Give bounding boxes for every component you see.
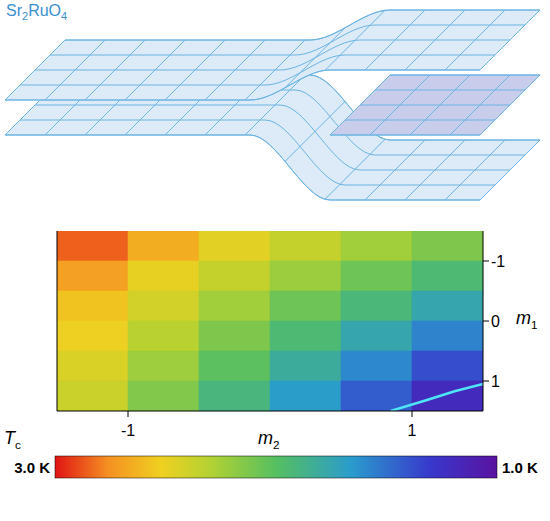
svg-text:1.0 K: 1.0 K bbox=[502, 459, 538, 476]
svg-text:1: 1 bbox=[408, 422, 417, 439]
html-text:m1: m1 bbox=[516, 308, 538, 331]
html-text:m2: m2 bbox=[258, 428, 280, 451]
html-text:Sr2RuO4: Sr2RuO4 bbox=[6, 2, 68, 23]
svg-text:0: 0 bbox=[491, 313, 500, 330]
svg-text:-1: -1 bbox=[491, 253, 505, 270]
svg-text:-1: -1 bbox=[121, 422, 135, 439]
svg-text:3.0 K: 3.0 K bbox=[14, 459, 50, 476]
svg-text:1: 1 bbox=[491, 373, 500, 390]
html-text:Tc: Tc bbox=[4, 428, 21, 451]
